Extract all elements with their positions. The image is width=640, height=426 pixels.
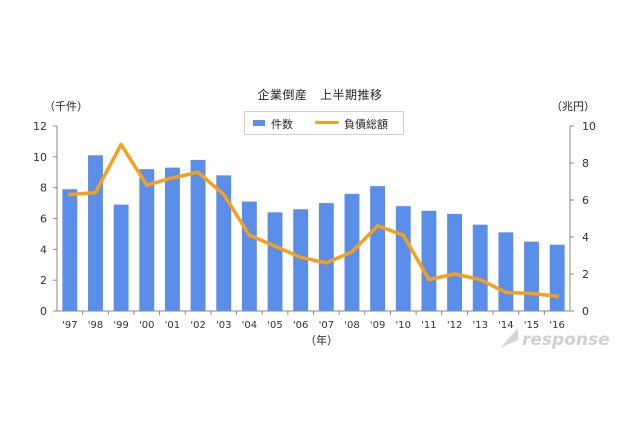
line-point-debt: [298, 255, 303, 260]
legend-label-count: 件数: [271, 118, 293, 131]
x-axis-tick-label: '97: [62, 320, 77, 331]
line-point-debt: [504, 290, 508, 295]
bar-count: [216, 175, 232, 311]
legend-swatch-debt: [315, 121, 339, 124]
left-axis-tick-label: 4: [40, 243, 47, 256]
x-axis-tick-label: '12: [447, 320, 462, 331]
legend-swatch-count: [253, 120, 265, 126]
right-axis-tick-label: 6: [582, 194, 589, 207]
line-point-debt: [452, 272, 457, 276]
line-point-debt: [401, 233, 406, 237]
line-point-debt: [68, 192, 72, 197]
bar-count: [421, 210, 437, 311]
bar-count: [139, 169, 155, 311]
line-point-debt: [427, 277, 431, 282]
x-axis-tick-label: '05: [267, 320, 282, 331]
line-point-debt: [93, 190, 98, 195]
chart-legend: 件数 負債総額: [244, 111, 404, 135]
x-axis-tick-label: '02: [190, 320, 205, 331]
line-point-debt: [478, 277, 483, 282]
left-axis-tick-label: 8: [40, 182, 47, 195]
x-axis-label: （年）: [305, 334, 338, 347]
line-point-debt: [375, 224, 380, 228]
right-axis-unit: （兆円）: [551, 100, 595, 113]
left-axis-tick-label: 10: [33, 151, 47, 164]
x-axis-tick-label: '09: [370, 320, 385, 331]
legend-label-debt: 負債総額: [344, 118, 388, 131]
right-axis-tick-label: 2: [582, 268, 589, 281]
right-axis-tick-label: 0: [582, 305, 589, 318]
x-axis-tick-label: '15: [524, 320, 539, 331]
x-axis-tick-label: '98: [88, 320, 103, 331]
x-axis-tick-label: '99: [113, 320, 128, 331]
right-axis-tick-label: 8: [582, 157, 589, 170]
bar-count: [293, 209, 309, 311]
x-axis-tick-label: '11: [421, 320, 436, 331]
bar-count: [524, 241, 539, 311]
left-axis-tick-label: 0: [40, 305, 47, 318]
line-point-debt: [247, 233, 252, 237]
line-point-debt: [273, 244, 277, 249]
bar-count: [498, 232, 514, 311]
left-axis-unit: （千件）: [44, 100, 88, 113]
line-point-debt: [144, 183, 149, 187]
svg-text:response.: response.: [522, 330, 610, 350]
x-axis-tick-label: '01: [165, 320, 180, 331]
response-logo-watermark: response.: [500, 328, 610, 350]
bar-count: [164, 167, 180, 311]
left-axis-tick-label: 12: [33, 120, 47, 133]
x-axis-tick-label: '14: [498, 320, 513, 331]
line-debt: [68, 142, 559, 298]
line-point-debt: [555, 294, 559, 299]
x-axis-tick-label: '08: [344, 320, 359, 331]
bar-count: [88, 155, 103, 311]
chart-title: 企業倒産 上半期推移: [257, 88, 383, 102]
x-axis-tick-label: '03: [216, 320, 231, 331]
line-point-debt: [221, 192, 226, 197]
x-axis-tick-label: '16: [549, 320, 564, 331]
line-point-debt: [324, 261, 329, 265]
line-point-debt: [170, 176, 175, 180]
bar-count: [241, 201, 257, 311]
x-axis-tick-label: '06: [293, 320, 308, 331]
x-axis-tick-label: '13: [472, 320, 487, 331]
line-point-debt: [119, 142, 123, 147]
line-point-debt: [529, 291, 534, 296]
left-axis-tick-label: 6: [40, 213, 47, 226]
left-axis-tick-label: 2: [40, 274, 47, 287]
bar-count: [267, 212, 283, 311]
bar-count: [318, 203, 334, 311]
bar-count: [395, 206, 411, 311]
bar-count: [370, 186, 386, 311]
bar-count: [190, 159, 206, 311]
line-point-debt: [196, 170, 200, 175]
right-axis-tick-label: 10: [582, 120, 596, 133]
x-axis-tick-label: '04: [242, 320, 257, 331]
bar-count: [113, 204, 129, 311]
x-axis-tick-label: '00: [139, 320, 154, 331]
bar-count: [447, 213, 463, 311]
x-axis-tick-label: '10: [396, 320, 411, 331]
line-point-debt: [350, 250, 354, 254]
right-axis-tick-label: 4: [582, 231, 589, 244]
bar-count: [62, 189, 78, 311]
x-axis-tick-label: '07: [319, 320, 334, 331]
bar-count: [472, 224, 488, 311]
bar-count: [549, 244, 565, 311]
